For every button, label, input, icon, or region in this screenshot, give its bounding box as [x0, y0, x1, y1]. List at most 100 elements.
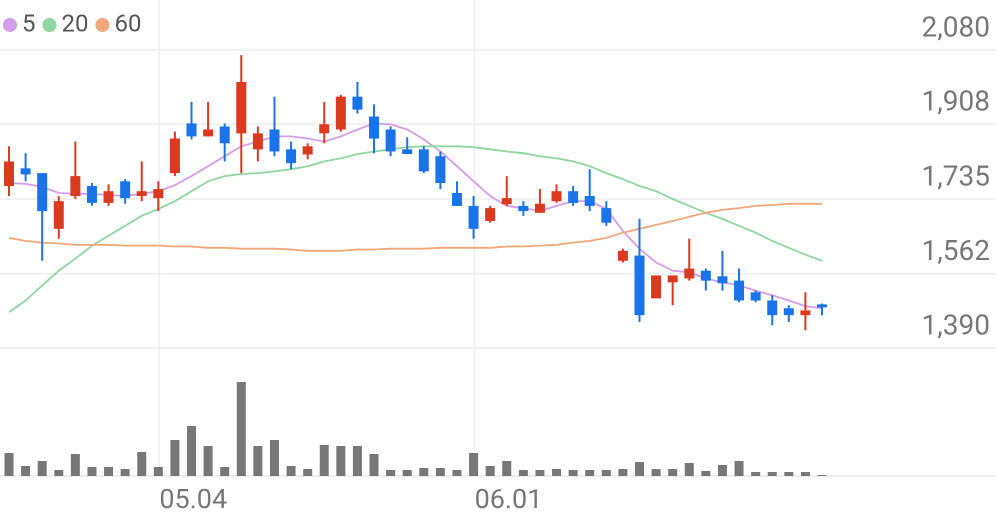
volume-bar [767, 472, 777, 476]
candle-body [153, 189, 164, 199]
candle-body [667, 275, 678, 283]
candle-body [203, 129, 214, 137]
legend-label: 5 [22, 9, 36, 37]
candle-body [20, 168, 31, 175]
volume-bar [70, 454, 80, 476]
volume-bar [303, 469, 313, 476]
y-tick-label: 2,080 [922, 10, 990, 43]
candle-body [352, 96, 363, 110]
y-tick-label: 1,562 [922, 234, 990, 267]
ma-line [8, 145, 823, 313]
candle-body [783, 308, 794, 316]
candle-body [800, 310, 811, 316]
volume-bar [54, 470, 64, 476]
y-tick-label: 1,390 [922, 308, 990, 341]
candle-body [4, 161, 14, 187]
volume-bar [352, 446, 362, 476]
volume-bar [253, 446, 263, 476]
ma-line [8, 202, 822, 252]
candle-body [103, 191, 114, 203]
volume-bar [800, 472, 810, 476]
volume-bar [336, 446, 346, 476]
volume-bar [402, 470, 412, 476]
candle-body [120, 181, 131, 199]
candle-body [717, 276, 728, 284]
candle-body [518, 205, 529, 212]
candle-body [86, 186, 97, 203]
volume-bar [751, 472, 761, 476]
volume-bar [187, 426, 197, 476]
volume-bar [319, 445, 329, 476]
volume-bar [485, 466, 495, 476]
candle-body [37, 173, 48, 212]
legend-marker [42, 18, 57, 32]
volume-bar [734, 461, 744, 476]
volume-bar [170, 440, 180, 476]
x-tick-label: 05.04 [159, 483, 227, 515]
volume-bar [817, 475, 827, 476]
candle-body [70, 176, 81, 196]
candle-body [302, 146, 313, 155]
legend-label: 60 [114, 9, 141, 37]
candle-body [634, 255, 645, 316]
volume-bar [203, 446, 213, 476]
y-tick-label: 1,735 [922, 159, 990, 192]
candle-body [451, 192, 462, 206]
candle-body [269, 129, 280, 152]
candle-body [501, 198, 512, 205]
candle-body [817, 304, 827, 308]
candle-body [651, 275, 662, 299]
volume-bar [369, 454, 379, 476]
volume-bar [452, 470, 462, 476]
x-tick-label: 06.01 [475, 483, 543, 515]
volume-bar [701, 471, 711, 476]
candle-body [219, 126, 230, 144]
candle-body [236, 81, 247, 134]
volume-bar [386, 470, 396, 476]
volume-bar [435, 468, 445, 476]
volume-bar [502, 461, 512, 476]
volume-bar [634, 462, 644, 476]
volume-bar [137, 452, 147, 476]
volume-bar [419, 468, 429, 476]
volume-bar [601, 470, 611, 476]
legend-marker [3, 18, 17, 32]
volume-bar [552, 469, 562, 476]
volume-bar [684, 463, 694, 476]
candle-body [767, 300, 778, 316]
candle-body [750, 292, 761, 301]
candle-body [700, 270, 711, 281]
candle-body [584, 195, 595, 206]
volume-bar [668, 469, 678, 476]
volume-bar [568, 470, 578, 476]
volume-bar [717, 465, 727, 476]
candle-body [551, 191, 562, 202]
candle-body [369, 116, 380, 139]
candle-body [617, 250, 628, 261]
candle-body [252, 133, 263, 150]
volume-bar [87, 467, 97, 476]
legend-label: 20 [62, 9, 89, 37]
candle-body [335, 96, 346, 130]
candle-body [468, 205, 479, 229]
candle-body [286, 149, 297, 164]
candle-body [169, 138, 180, 174]
candle-body [601, 208, 612, 223]
candle-body [319, 124, 330, 134]
candle-body [435, 156, 446, 184]
volume-bar [220, 467, 230, 476]
volume-bar [269, 440, 279, 476]
volume-bar [120, 469, 130, 476]
candle-body [534, 203, 545, 213]
volume-bar [104, 467, 114, 476]
volume-bar [153, 467, 163, 476]
candle-body [53, 201, 64, 229]
volume-bar [236, 382, 246, 476]
candle-body [385, 129, 396, 152]
volume-bar [618, 469, 628, 476]
volume-bar [37, 461, 47, 476]
volume-bar [535, 470, 545, 476]
volume-bar [469, 453, 479, 476]
candle-body [734, 280, 745, 301]
